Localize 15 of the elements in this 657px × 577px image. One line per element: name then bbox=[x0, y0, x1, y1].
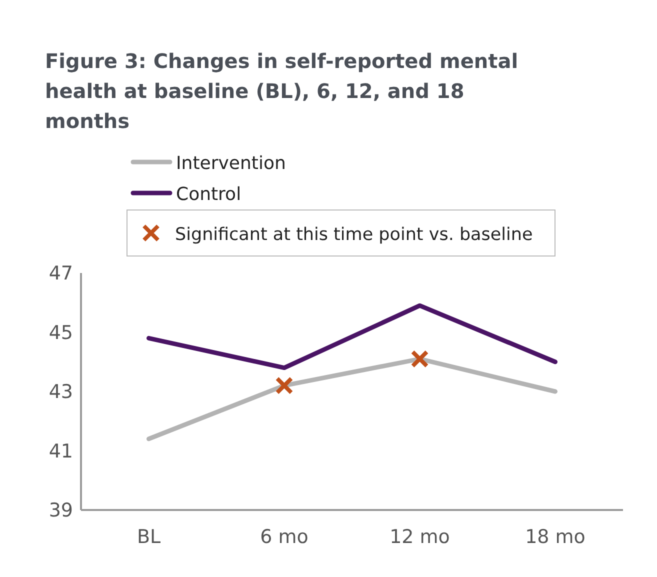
x-tick-label: 6 mo bbox=[260, 526, 308, 548]
y-tick-label: 41 bbox=[48, 440, 73, 462]
x-tick-label: 18 mo bbox=[525, 526, 586, 548]
line-series bbox=[146, 356, 558, 442]
y-tick-label: 47 bbox=[48, 262, 73, 285]
x-tick-label: BL bbox=[136, 526, 161, 548]
chart-title: Figure 3: Changes in self-reported mental health at baseline (BL), 6, 12, and 18 months bbox=[45, 49, 518, 133]
y-tick-label: 39 bbox=[48, 500, 73, 522]
y-tick-label: 43 bbox=[48, 381, 73, 404]
legend-label: Control bbox=[176, 184, 242, 205]
y-tick-label: 45 bbox=[48, 322, 73, 344]
legend-label: Intervention bbox=[176, 153, 286, 174]
legend-label: Significant at this time point vs. baseline bbox=[175, 225, 533, 245]
line-series bbox=[146, 303, 558, 370]
x-tick-label: 12 mo bbox=[390, 526, 450, 548]
